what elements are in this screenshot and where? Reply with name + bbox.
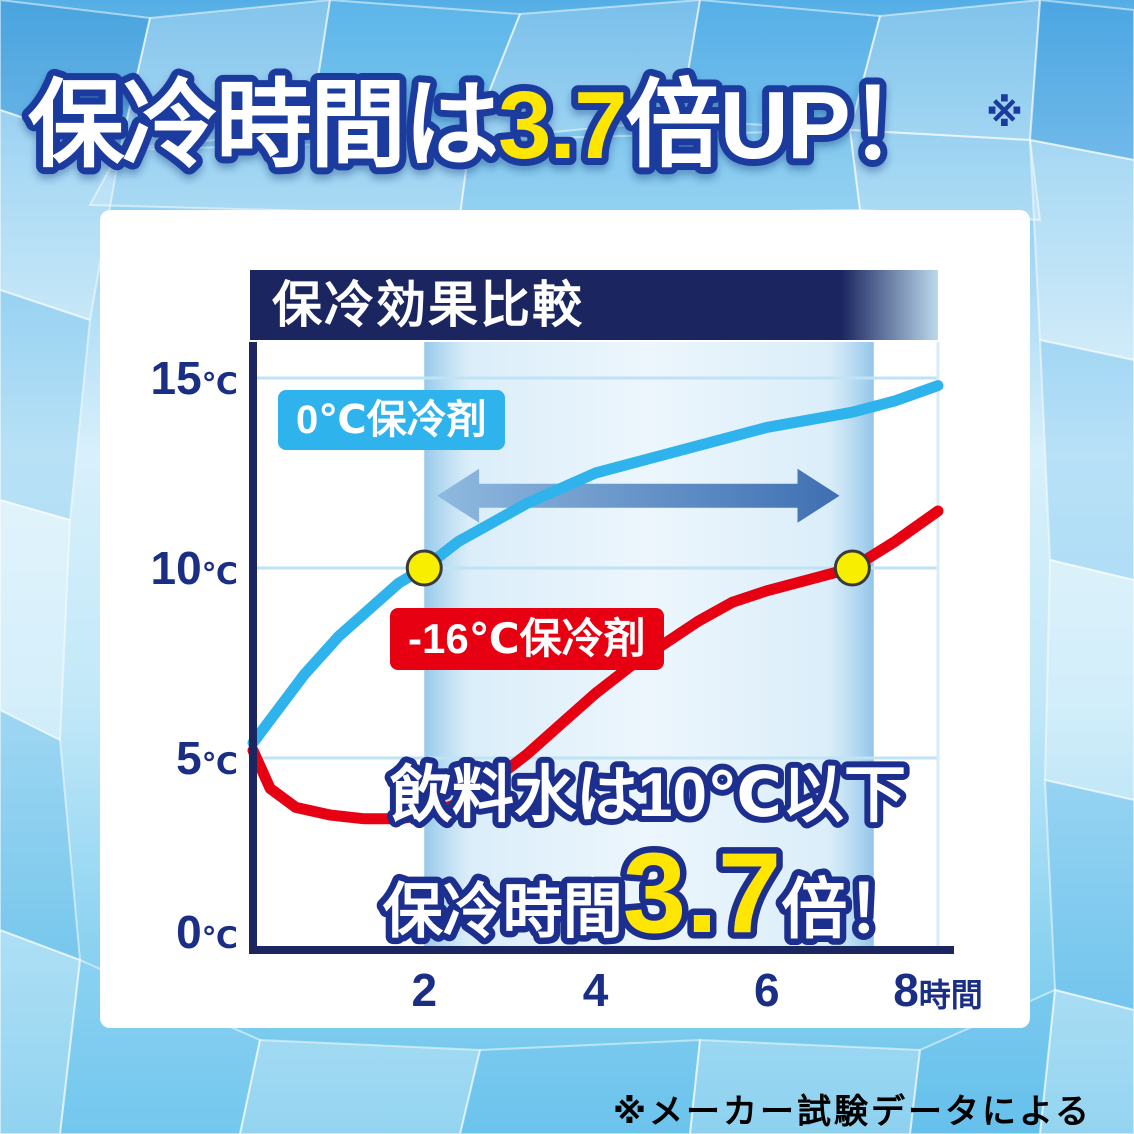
series-label-0c: 0℃保冷剤: [278, 390, 505, 450]
ice-shard: [1028, 0, 1134, 162]
chart-title: 保冷効果比較: [272, 277, 584, 333]
ice-shard: [1043, 778, 1134, 1012]
annotation-result: 保冷時間3.7倍！: [383, 830, 913, 957]
threshold-marker: [405, 549, 443, 587]
ice-shard: [0, 498, 72, 742]
ice-shard: [0, 928, 82, 1134]
x-tick-label: 6: [754, 964, 780, 1016]
ice-shard: [1043, 558, 1134, 802]
duration-arrow: [437, 468, 840, 523]
ice-shard: [1038, 338, 1134, 582]
headline: 保冷時間は3.7倍UP！ ※: [21, 65, 1023, 186]
y-tick-label: 10℃: [151, 542, 239, 594]
annotation-condition: 飲料水は10℃以下: [390, 761, 906, 830]
x-tick-label: 4: [583, 964, 609, 1016]
headline-part1: 保冷時間は: [28, 72, 498, 179]
ice-shard: [688, 1038, 922, 1134]
ice-shard: [238, 1038, 482, 1134]
y-tick-label: 5℃: [176, 732, 238, 784]
series-line-0: [247, 380, 944, 749]
headline-part2: 倍UP！: [625, 72, 942, 179]
x-tick-label: 2: [411, 964, 437, 1016]
chart-card: 保冷効果比較 0℃ 5℃ 10℃ 15℃ 2 4 6 8時間 飲料水は10℃以下 保冷時間3.7倍！…: [100, 210, 1030, 1028]
threshold-marker: [833, 549, 871, 587]
series-label-minus16c: -16℃保冷剤: [390, 608, 664, 670]
series-line-1: [247, 505, 944, 825]
headline-text: 保冷時間は3.7倍UP！: [28, 72, 943, 179]
ice-shard: [458, 1038, 702, 1134]
x-tick-label: 8時間: [893, 964, 983, 1016]
ice-shard: [1038, 988, 1134, 1134]
y-tick-label: 15℃: [151, 352, 239, 404]
headline-highlight: 3.7: [498, 72, 625, 179]
headline-note-mark: ※: [986, 93, 1023, 135]
y-tick-label: 0℃: [176, 906, 238, 958]
ice-shard: [848, 128, 1042, 222]
chart-title-bar: [250, 270, 938, 340]
footnote: ※メーカー試験データによる: [612, 1093, 1092, 1131]
